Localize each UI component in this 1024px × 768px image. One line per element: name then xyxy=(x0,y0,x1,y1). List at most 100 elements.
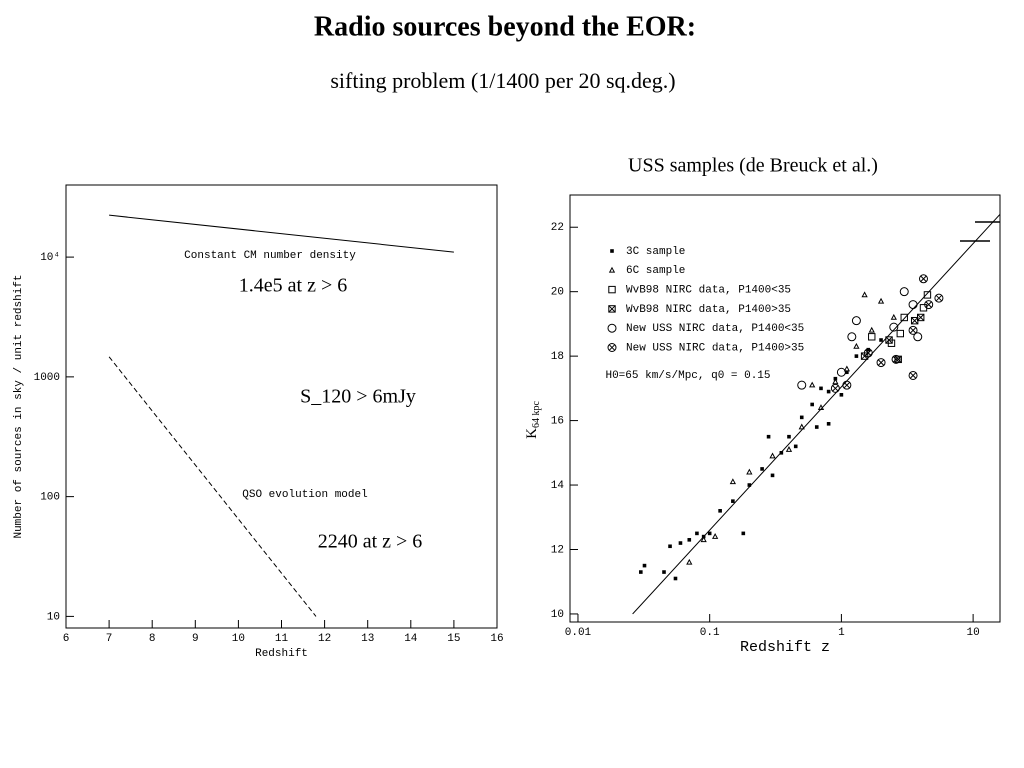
y-tick-label: 22 xyxy=(551,222,564,234)
marker-shape xyxy=(639,570,643,574)
marker-shape xyxy=(868,326,875,333)
marker-shape xyxy=(787,434,791,439)
marker-shape xyxy=(908,300,918,310)
marker-shape xyxy=(865,349,872,357)
point xyxy=(934,293,944,303)
x-tick-label: 13 xyxy=(361,633,374,645)
marker-shape xyxy=(851,316,861,326)
marker-shape xyxy=(899,287,909,297)
marker-shape xyxy=(610,249,614,253)
marker-shape xyxy=(847,332,857,342)
marker-shape xyxy=(608,266,616,273)
x-tick-label: 1 xyxy=(838,627,845,639)
point xyxy=(853,342,860,349)
x-tick-label: 8 xyxy=(149,633,156,645)
point xyxy=(711,533,719,539)
plot-frame xyxy=(569,194,1001,623)
marker-shape xyxy=(760,467,764,471)
marker-shape xyxy=(731,499,735,503)
marker-shape xyxy=(799,415,804,420)
x-axis-label: Redshift z xyxy=(740,639,830,656)
marker-shape xyxy=(896,329,904,338)
x-tick-label: 0.01 xyxy=(565,627,592,639)
point xyxy=(793,444,798,449)
annotation: S_120 > 6mJy xyxy=(300,386,416,408)
legend-label: New USS NIRC data, P1400<35 xyxy=(626,323,804,335)
chart-title: USS samples (de Breuck et al.) xyxy=(628,155,878,177)
point xyxy=(908,300,918,310)
marker-shape xyxy=(700,536,707,543)
x-tick-label: 6 xyxy=(63,633,70,645)
legend-label: WvB98 NIRC data, P1400>35 xyxy=(626,304,791,316)
marker-shape xyxy=(608,305,616,313)
marker-shape xyxy=(607,323,617,333)
y-tick-label: 10⁴ xyxy=(40,252,60,264)
y-tick-label: 20 xyxy=(551,287,564,299)
marker-shape xyxy=(747,483,752,487)
point xyxy=(814,425,819,429)
marker-shape xyxy=(891,354,901,364)
marker-shape xyxy=(707,531,712,536)
point xyxy=(785,446,793,452)
marker-shape xyxy=(729,478,737,485)
marker-shape xyxy=(687,538,692,542)
line xyxy=(109,214,454,253)
y-tick-label: 100 xyxy=(40,492,60,504)
point xyxy=(747,483,752,487)
marker-shape xyxy=(918,274,928,284)
point xyxy=(845,370,849,375)
marker-shape xyxy=(911,317,919,325)
line xyxy=(108,356,317,617)
y-axis-label: K64 kpc xyxy=(524,401,542,439)
marker-shape xyxy=(785,446,793,452)
marker-shape xyxy=(673,576,678,581)
marker-shape xyxy=(826,389,831,394)
x-tick-label: 15 xyxy=(447,633,460,645)
marker-shape xyxy=(877,359,885,366)
y-tick-label: 18 xyxy=(551,351,564,363)
y-axis-label: Number of sources in sky / unit redshift xyxy=(13,274,25,538)
point xyxy=(769,452,776,459)
point xyxy=(843,365,850,372)
point xyxy=(639,570,643,574)
marker-shape xyxy=(876,358,886,368)
marker-shape xyxy=(797,380,807,390)
slide-subtitle: sifting problem (1/1400 per 20 sq.deg.) xyxy=(330,68,675,93)
legend-marker xyxy=(608,285,616,294)
y-tick-label: 14 xyxy=(551,480,565,492)
point xyxy=(809,381,816,388)
x-tick-label: 16 xyxy=(490,633,503,645)
x-tick-label: 9 xyxy=(192,633,199,645)
annotation: H0=65 km/s/Mpc, q0 = 0.15 xyxy=(605,370,770,382)
marker-shape xyxy=(668,544,672,549)
point xyxy=(787,434,791,439)
point xyxy=(687,538,692,542)
marker-shape xyxy=(935,294,943,302)
point xyxy=(729,478,737,485)
point xyxy=(797,380,807,390)
point xyxy=(916,313,925,322)
point xyxy=(700,536,707,543)
legend-marker xyxy=(607,323,617,333)
point xyxy=(766,434,771,439)
marker-shape xyxy=(711,533,719,539)
point xyxy=(851,316,861,326)
point xyxy=(810,402,814,407)
y-tick-label: 16 xyxy=(551,415,564,427)
point xyxy=(863,348,873,358)
marker-shape xyxy=(830,383,840,393)
point xyxy=(668,544,672,549)
marker-shape xyxy=(868,333,876,341)
x-tick-label: 0.1 xyxy=(700,627,720,639)
marker-shape xyxy=(793,444,798,449)
y-tick-label: 10 xyxy=(47,611,60,623)
marker-shape xyxy=(853,342,860,349)
marker-shape xyxy=(770,473,775,478)
marker-shape xyxy=(925,301,932,308)
point xyxy=(798,423,805,430)
point xyxy=(673,576,678,581)
marker-shape xyxy=(908,325,918,335)
marker-shape xyxy=(845,370,849,375)
point xyxy=(924,300,934,310)
